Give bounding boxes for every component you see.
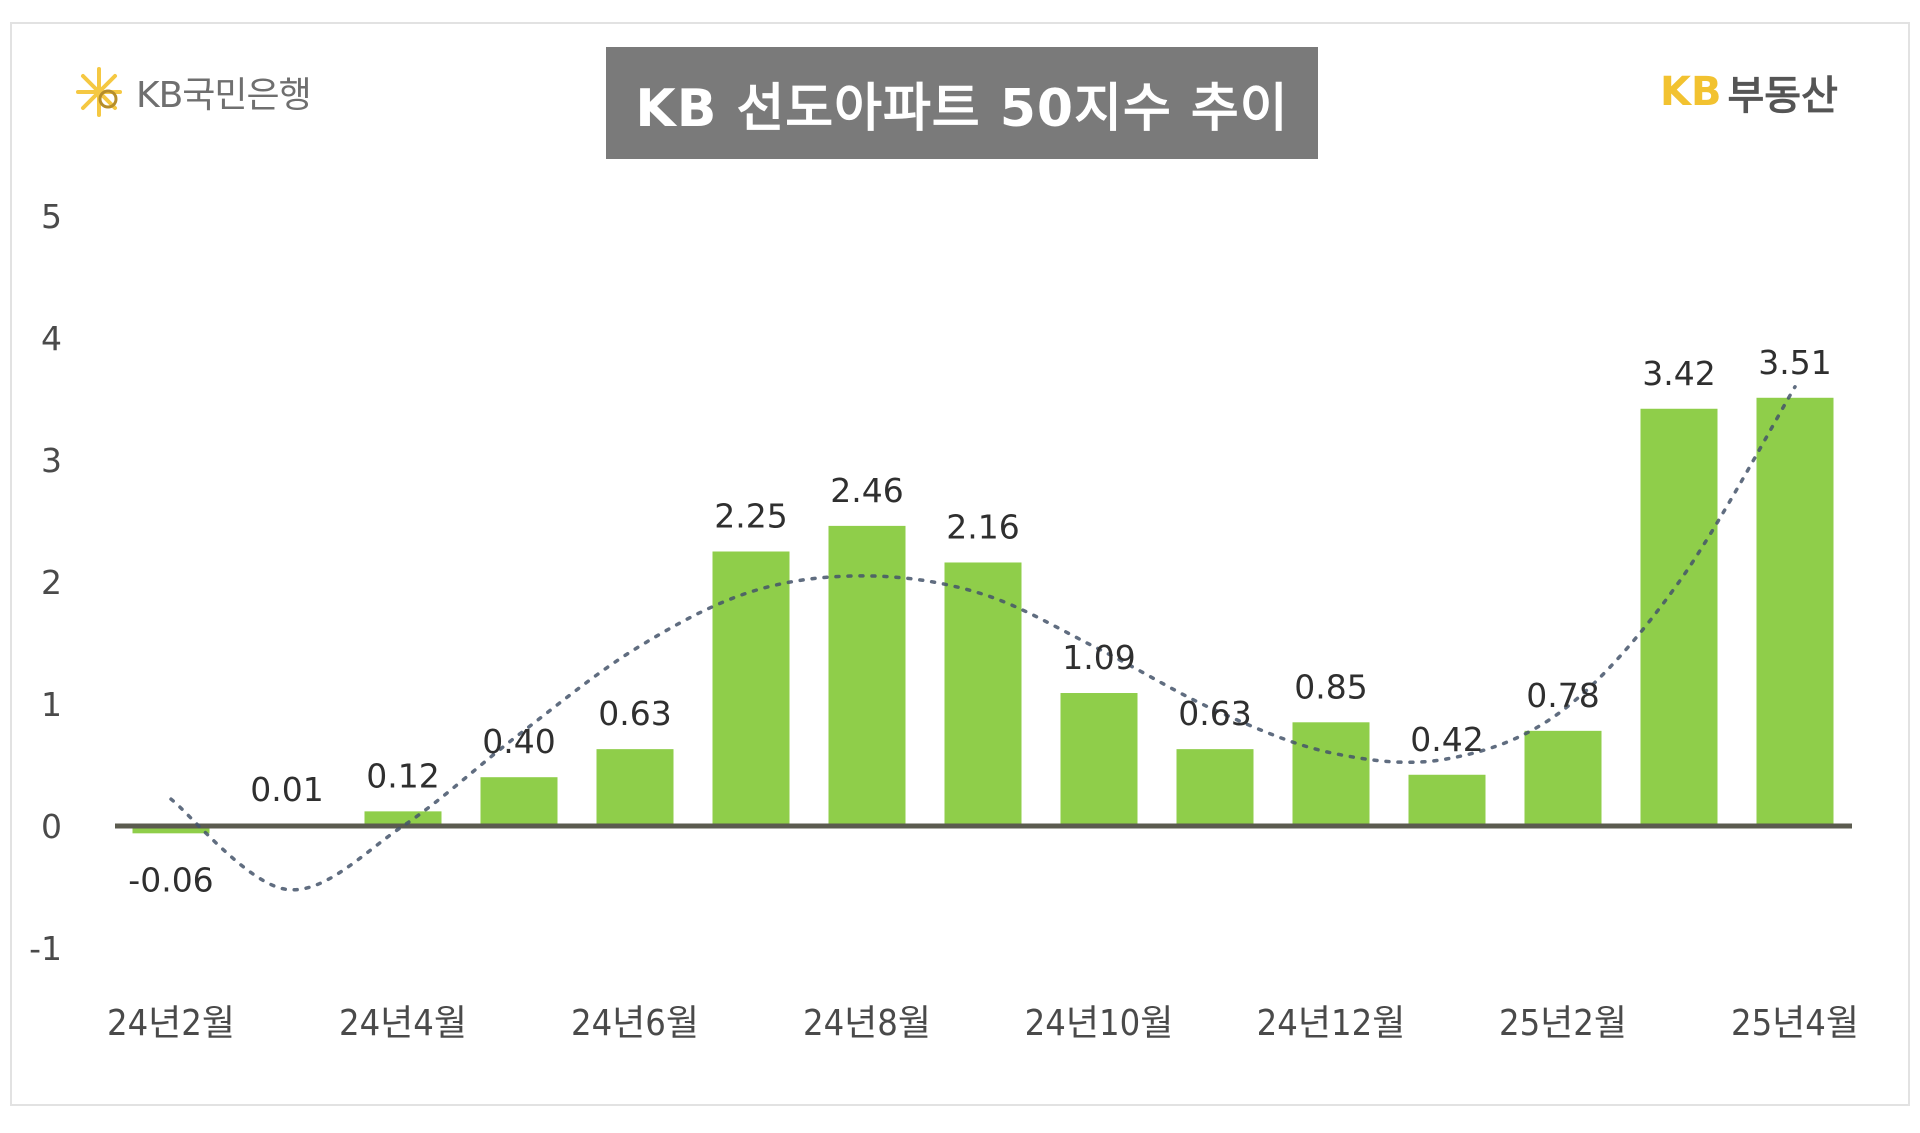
data-label: 3.51	[1758, 343, 1831, 382]
realty-logo-text: 부동산	[1727, 73, 1838, 119]
x-tick-label: 24년2월	[107, 1003, 235, 1044]
x-axis: 24년2월 24년4월 24년6월 24년8월 24년10월 24년12월 25년2월 25년…	[107, 1003, 1859, 1044]
x-tick-label: 24년8월	[803, 1003, 931, 1044]
data-label: -0.06	[128, 860, 213, 899]
data-label: 0.63	[598, 694, 671, 733]
bar	[1524, 730, 1602, 826]
kb-kookmin-bank-logo: KB국민은행	[72, 62, 312, 122]
bank-name: KB국민은행	[136, 75, 312, 116]
data-label: 3.42	[1642, 354, 1715, 393]
bar	[712, 551, 790, 826]
chart-title: KB 선도아파트 50지수 추이	[635, 78, 1289, 139]
x-tick-label: 24년10월	[1025, 1003, 1174, 1044]
bar	[944, 562, 1022, 826]
y-tick-label: 3	[41, 441, 62, 480]
data-label: 0.40	[482, 722, 555, 761]
x-tick-label: 25년2월	[1499, 1003, 1627, 1044]
x-tick-label: 25년4월	[1731, 1003, 1859, 1044]
data-label: 0.42	[1410, 720, 1483, 759]
kb-realty-logo: KB 부동산	[1660, 62, 1838, 122]
x-tick-label: 24년6월	[571, 1003, 699, 1044]
data-label: 0.01	[250, 770, 323, 809]
bar	[1060, 693, 1138, 826]
data-label: 2.25	[714, 497, 787, 536]
data-label: 2.16	[946, 507, 1019, 546]
bar	[364, 811, 442, 826]
bar	[1756, 397, 1834, 826]
data-label: 0.63	[1178, 694, 1251, 733]
y-tick-label: -1	[29, 929, 62, 968]
bars	[132, 397, 1834, 834]
bar	[132, 826, 210, 834]
bar	[1176, 749, 1254, 826]
y-tick-label: 2	[41, 563, 62, 602]
bar	[1408, 774, 1486, 826]
chart-title-box: KB 선도아파트 50지수 추이	[606, 47, 1318, 159]
x-tick-label: 24년4월	[339, 1003, 467, 1044]
y-axis: 5 4 3 2 1 0 -1	[29, 197, 62, 968]
data-label: 2.46	[830, 471, 903, 510]
trendline	[169, 385, 1797, 892]
y-tick-label: 5	[41, 197, 62, 236]
y-tick-label: 1	[41, 685, 62, 724]
bar	[1292, 722, 1370, 826]
bar	[480, 777, 558, 826]
data-label: 1.09	[1062, 638, 1135, 677]
data-labels: -0.06 0.01 0.12 0.40 0.63 2.25 2.46 2.16 1.09 0.6…	[128, 343, 1831, 900]
bar	[1640, 408, 1718, 826]
y-tick-label: 0	[41, 807, 62, 846]
data-label: 0.85	[1294, 667, 1367, 706]
y-tick-label: 4	[41, 319, 62, 358]
x-tick-label: 24년12월	[1257, 1003, 1406, 1044]
data-label: 0.12	[366, 756, 439, 795]
kb-star-icon	[72, 65, 126, 119]
bar	[828, 525, 906, 826]
bar	[596, 749, 674, 826]
data-label: 0.78	[1526, 676, 1599, 715]
realty-logo-kb: KB	[1660, 69, 1722, 115]
